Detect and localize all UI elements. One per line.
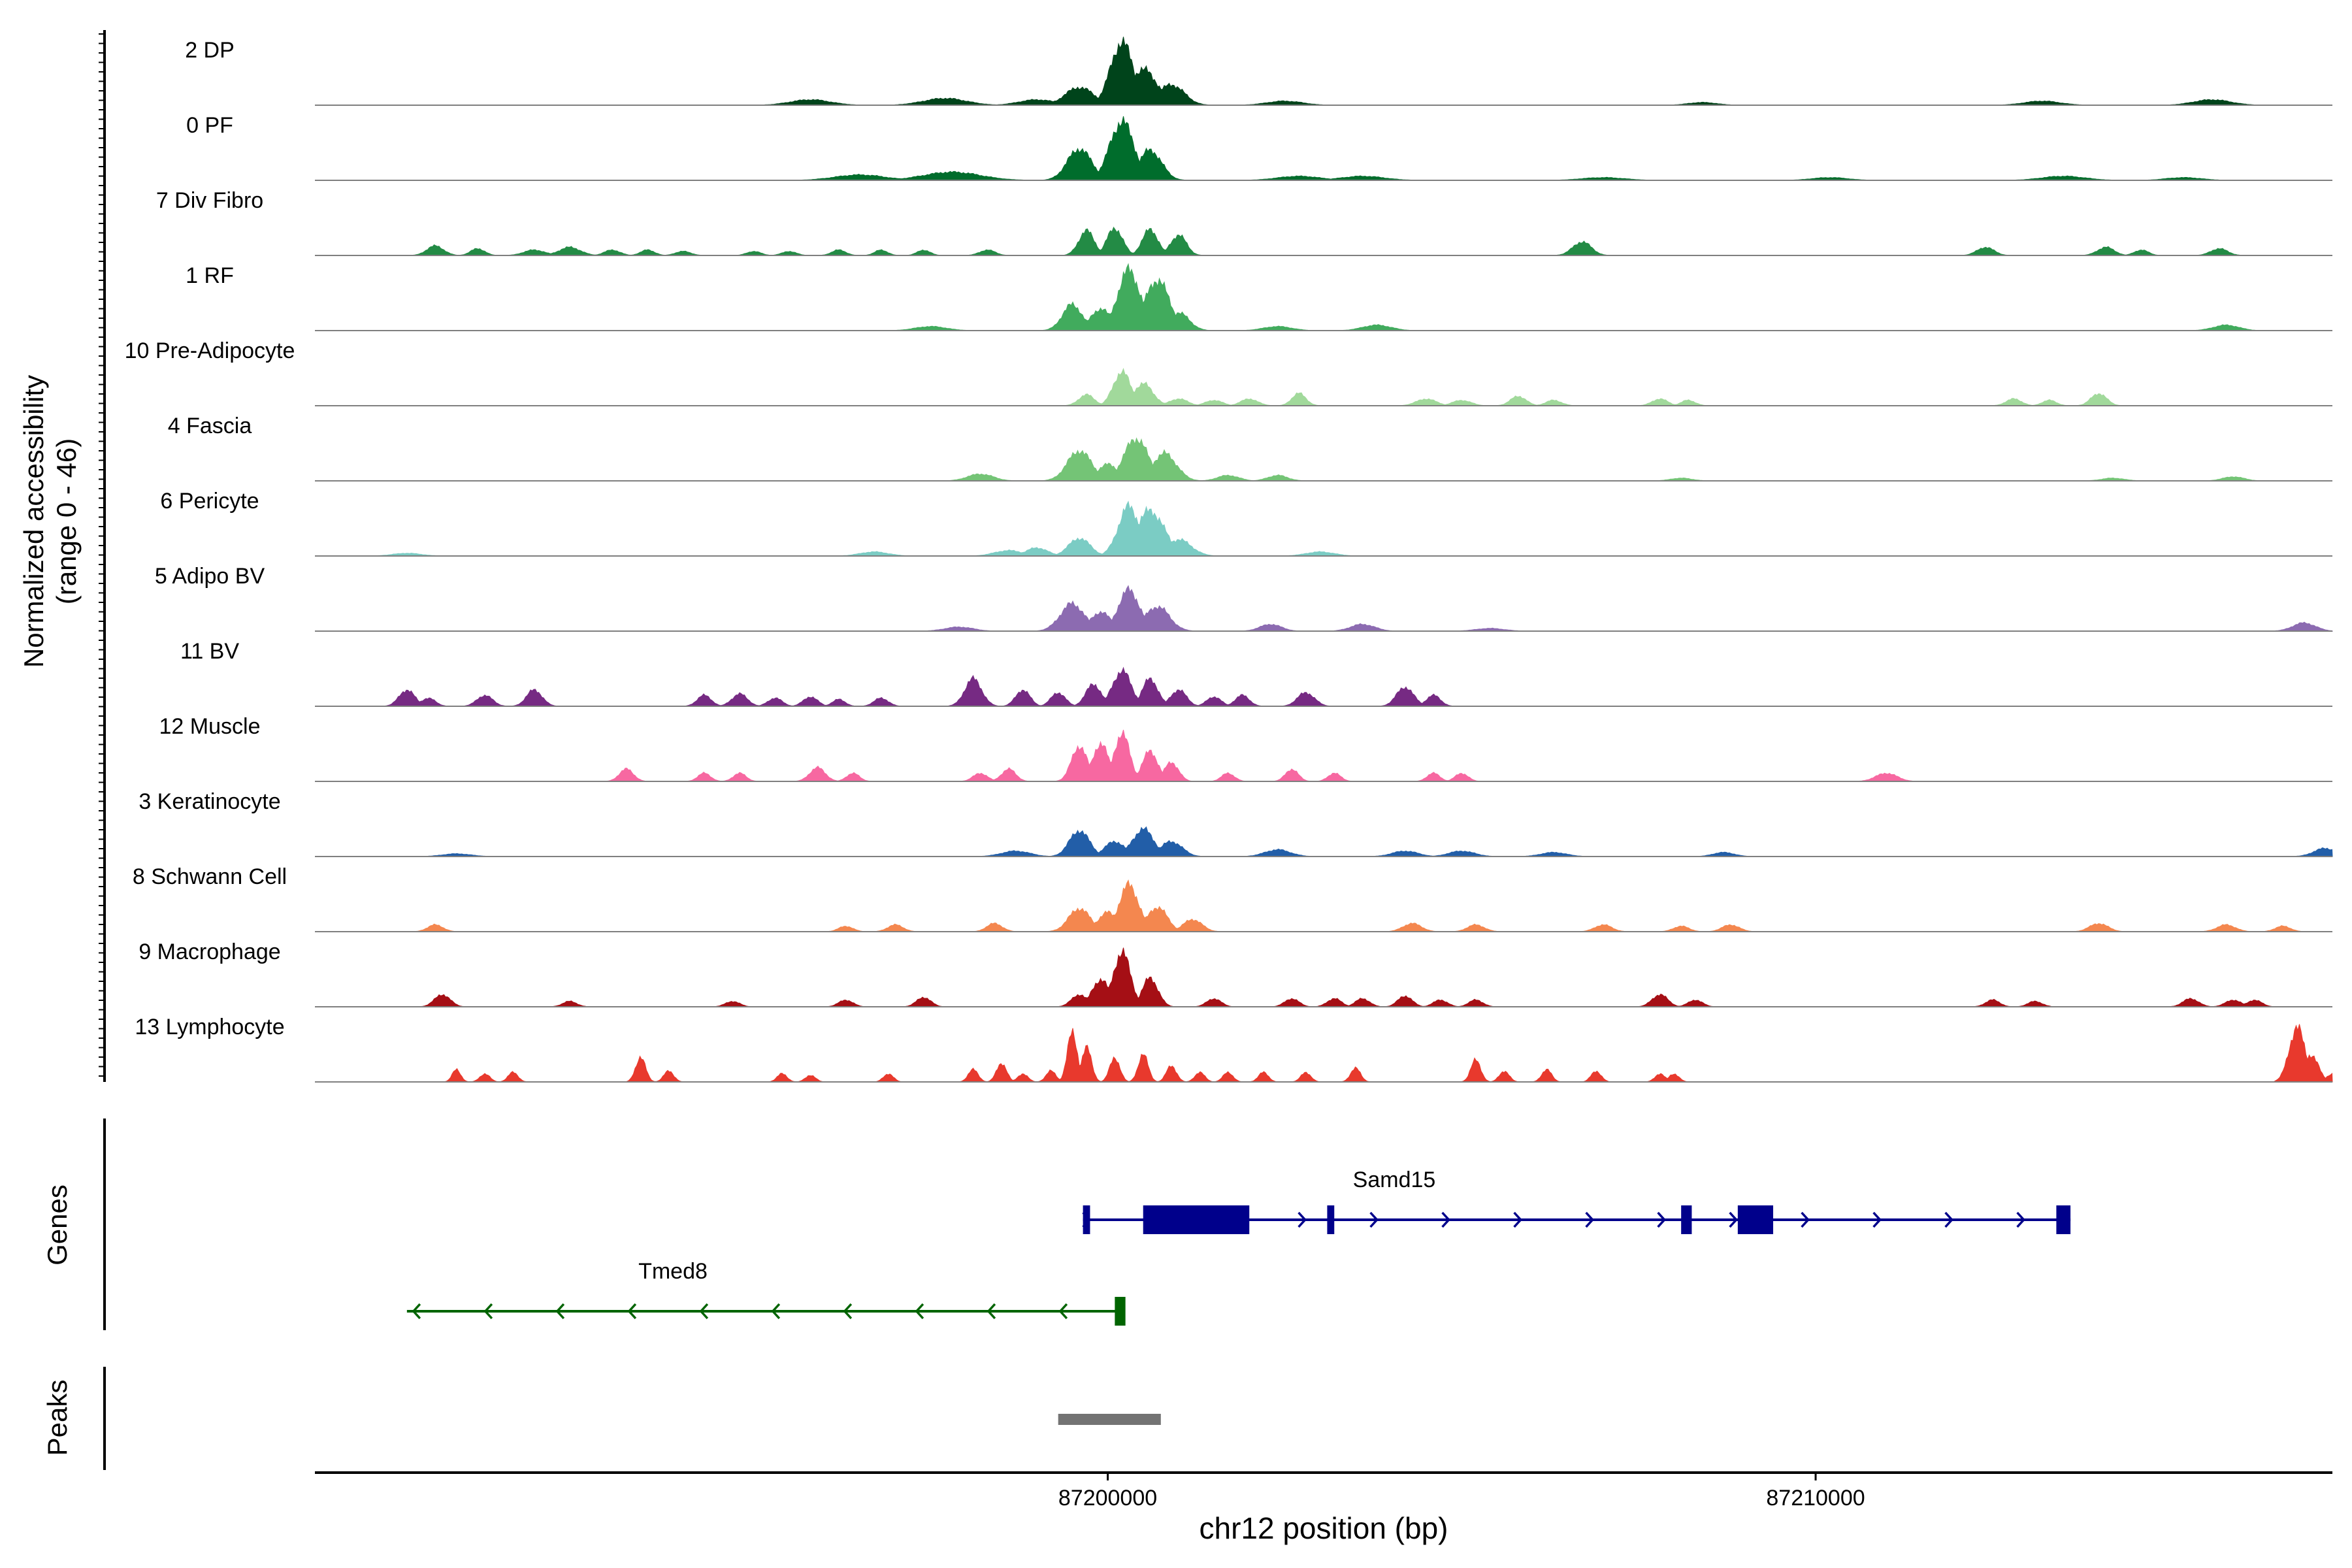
coverage-area-3-keratinocyte bbox=[315, 826, 2333, 857]
y-axis-ticks bbox=[99, 33, 105, 1077]
track-label-13-lymphocyte: 13 Lymphocyte bbox=[135, 1015, 284, 1039]
track-label-2-dp: 2 DP bbox=[185, 38, 235, 63]
x-axis-tick-label: 87210000 bbox=[1766, 1486, 1865, 1511]
strand-arrow-icon bbox=[1944, 1211, 1953, 1228]
track-label-5-adipo-bv: 5 Adipo BV bbox=[155, 564, 265, 589]
x-axis-title: chr12 position (bp) bbox=[1200, 1511, 1448, 1545]
x-axis-tick-label: 87200000 bbox=[1058, 1486, 1157, 1511]
strand-arrow-icon bbox=[1513, 1211, 1522, 1228]
strand-arrow-icon bbox=[1585, 1211, 1594, 1228]
coverage-area-4-fascia bbox=[315, 437, 2332, 482]
gene-samd15: Samd15 bbox=[1082, 1168, 2071, 1234]
exon-samd15 bbox=[1737, 1205, 1774, 1234]
coverage-area-7-div-fibro bbox=[315, 226, 2332, 256]
gene-annotations: Tmed8 Samd15 bbox=[406, 1168, 2071, 1326]
track-12-muscle: 12 Muscle bbox=[159, 714, 2332, 782]
strand-arrow-icon bbox=[1729, 1211, 1738, 1228]
track-label-3-keratinocyte: 3 Keratinocyte bbox=[139, 789, 280, 814]
track-label-0-pf: 0 PF bbox=[186, 113, 233, 138]
exon-tmed8 bbox=[1115, 1297, 1126, 1326]
y-axis-title-line-2: (range 0 - 46) bbox=[51, 438, 82, 604]
coverage-area-11-bv bbox=[315, 666, 2332, 707]
strand-arrow-icon bbox=[699, 1303, 709, 1320]
strand-arrow-icon bbox=[1298, 1211, 1307, 1228]
track-label-6-pericyte: 6 Pericyte bbox=[160, 489, 259, 514]
track-10-pre-adipocyte: 10 Pre-Adipocyte bbox=[125, 338, 2332, 406]
gene-tmed8: Tmed8 bbox=[406, 1259, 1126, 1326]
genes-panel-label: Genes bbox=[42, 1184, 73, 1266]
coverage-area-10-pre-adipocyte bbox=[315, 367, 2332, 406]
strand-arrow-icon bbox=[915, 1303, 924, 1320]
track-3-keratinocyte: 3 Keratinocyte bbox=[139, 789, 2333, 857]
strand-arrow-icon bbox=[627, 1303, 637, 1320]
gene-label-samd15: Samd15 bbox=[1353, 1168, 1436, 1192]
strand-arrow-icon bbox=[1801, 1211, 1810, 1228]
track-13-lymphocyte: 13 Lymphocyte bbox=[135, 1015, 2333, 1083]
track-label-1-rf: 1 RF bbox=[186, 263, 234, 288]
coverage-area-9-macrophage bbox=[315, 947, 2332, 1007]
exon-samd15 bbox=[1083, 1205, 1090, 1234]
track-7-div-fibro: 7 Div Fibro bbox=[156, 188, 2332, 256]
track-label-4-fascia: 4 Fascia bbox=[168, 414, 252, 438]
exon-samd15 bbox=[1327, 1205, 1335, 1234]
coverage-area-12-muscle bbox=[315, 729, 2332, 782]
track-label-12-muscle: 12 Muscle bbox=[159, 714, 261, 739]
track-0-pf: 0 PF bbox=[186, 113, 2332, 181]
track-label-8-schwann-cell: 8 Schwann Cell bbox=[133, 864, 287, 889]
track-9-macrophage: 9 Macrophage bbox=[139, 939, 2332, 1007]
coverage-area-0-pf bbox=[315, 116, 2332, 181]
exon-samd15 bbox=[1143, 1205, 1250, 1234]
y-axis-title-line-1: Normalized accessibility bbox=[18, 375, 49, 668]
peak-region bbox=[1058, 1414, 1161, 1425]
track-label-7-div-fibro: 7 Div Fibro bbox=[156, 188, 263, 213]
strand-arrow-icon bbox=[1058, 1303, 1068, 1320]
coverage-area-1-rf bbox=[315, 263, 2332, 331]
track-2-dp: 2 DP bbox=[185, 37, 2332, 106]
strand-arrow-icon bbox=[771, 1303, 781, 1320]
y-axis-title: Normalized accessibility (range 0 - 46) bbox=[18, 375, 82, 668]
track-11-bv: 11 BV bbox=[180, 639, 2332, 707]
strand-arrow-icon bbox=[843, 1303, 853, 1320]
track-1-rf: 1 RF bbox=[186, 263, 2332, 331]
track-6-pericyte: 6 Pericyte bbox=[160, 489, 2332, 557]
coverage-area-8-schwann-cell bbox=[315, 879, 2332, 932]
strand-arrow-icon bbox=[987, 1303, 996, 1320]
strand-arrow-icon bbox=[1441, 1211, 1450, 1228]
track-label-9-macrophage: 9 Macrophage bbox=[139, 939, 280, 964]
strand-arrow-icon bbox=[412, 1303, 421, 1320]
strand-arrow-icon bbox=[1872, 1211, 1882, 1228]
strand-arrow-icon bbox=[2016, 1211, 2025, 1228]
x-axis-ticks: 87200000 87210000 bbox=[1058, 1473, 1865, 1511]
coverage-tracks: 2 DP 0 PF 7 Div Fibro 1 RF 10 Pre-Adipocyte 4… bbox=[125, 37, 2334, 1083]
gene-label-tmed8: Tmed8 bbox=[638, 1259, 708, 1284]
track-5-adipo-bv: 5 Adipo BV bbox=[155, 564, 2334, 632]
track-label-11-bv: 11 BV bbox=[180, 639, 239, 664]
strand-arrow-icon bbox=[1369, 1211, 1379, 1228]
coverage-area-6-pericyte bbox=[315, 500, 2332, 557]
coverage-area-2-dp bbox=[315, 37, 2332, 106]
exon-samd15 bbox=[1681, 1205, 1692, 1234]
peak-regions bbox=[1058, 1414, 1161, 1425]
strand-arrow-icon bbox=[1657, 1211, 1666, 1228]
track-4-fascia: 4 Fascia bbox=[168, 414, 2332, 482]
strand-arrow-icon bbox=[555, 1303, 565, 1320]
exon-samd15 bbox=[2056, 1205, 2071, 1234]
peaks-panel-label: Peaks bbox=[42, 1380, 73, 1456]
track-label-10-pre-adipocyte: 10 Pre-Adipocyte bbox=[125, 338, 295, 363]
coverage-area-5-adipo-bv bbox=[315, 585, 2334, 632]
strand-arrow-icon bbox=[483, 1303, 493, 1320]
track-8-schwann-cell: 8 Schwann Cell bbox=[133, 864, 2332, 932]
coverage-area-13-lymphocyte bbox=[315, 1024, 2333, 1083]
